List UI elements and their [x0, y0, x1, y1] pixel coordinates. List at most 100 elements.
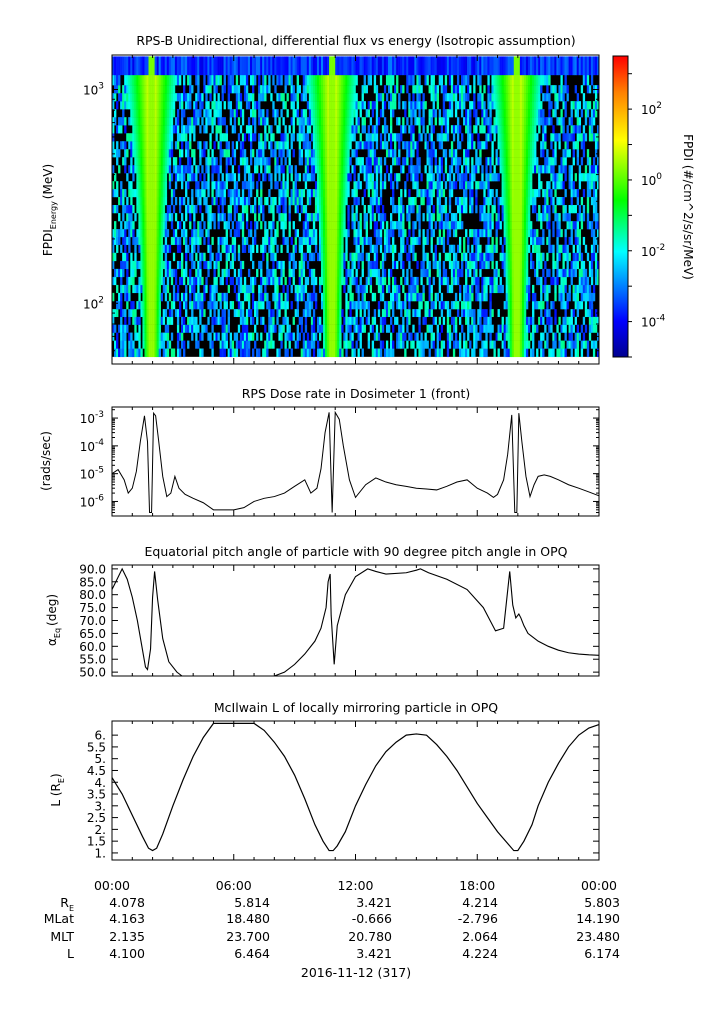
spectrogram-cell [329, 117, 332, 126]
spectrogram-cell [438, 268, 442, 278]
spectrogram-cell [505, 173, 508, 182]
spectrogram-cell [503, 85, 506, 94]
spectrogram-cell [219, 74, 222, 86]
spectrogram-cell [280, 196, 283, 206]
spectrogram-cell [442, 268, 446, 278]
spectrogram-cell [341, 93, 344, 102]
spectrogram-cell [428, 165, 431, 174]
spectrogram-cell [327, 221, 330, 230]
spectrogram-cell [513, 165, 517, 174]
spectrogram-cell [363, 165, 366, 174]
spectrogram-cell [367, 260, 370, 270]
spectrogram-cell [475, 252, 478, 262]
spectrogram-cell [221, 213, 224, 222]
spectrogram-cell [268, 268, 271, 278]
spectrogram-cell [513, 309, 517, 318]
spectrogram-cell [158, 284, 161, 294]
spectrogram-cell [513, 229, 517, 238]
spectrogram-cell [152, 133, 155, 142]
spectrogram-cell [495, 93, 498, 102]
spectrogram-cell [327, 252, 330, 262]
spectrogram-cell [519, 173, 523, 182]
spectrogram-cell [420, 276, 423, 286]
spectrogram-cell [491, 74, 494, 86]
spectrogram-cell [176, 316, 180, 325]
spectrogram-cell [501, 74, 504, 86]
spectrogram-cell [497, 133, 500, 142]
spectrogram-cell [154, 157, 157, 166]
spectrogram-cell [247, 56, 251, 76]
spectrogram-cell [195, 109, 198, 118]
spectrogram-cell [213, 85, 216, 94]
spectrogram-cell [243, 74, 247, 86]
spectrogram-cell [511, 101, 515, 110]
spectrogram-cell [298, 268, 302, 278]
spectrogram-cell [205, 56, 208, 76]
spectrogram-cell [134, 284, 137, 294]
spectrogram-cell [377, 56, 381, 76]
spectrogram-cell [331, 332, 334, 341]
spectrogram-cell [308, 229, 312, 238]
spectrogram-cell [377, 284, 381, 294]
spectrogram-cell [213, 117, 216, 126]
spectrogram-cell [416, 292, 419, 302]
spectrogram-cell [219, 101, 222, 110]
spectrogram-cell [183, 85, 186, 94]
spectrogram-cell [483, 101, 486, 110]
spectrogram-cell [170, 348, 174, 358]
spectrogram-cell [347, 340, 350, 349]
spectrogram-cell [205, 324, 208, 333]
spectrogram-cell [241, 181, 245, 190]
spectrogram-cell [294, 93, 297, 102]
spectrogram-cell [489, 309, 492, 318]
spectrogram-cell [213, 109, 216, 118]
spectrogram-cell [225, 125, 228, 134]
spectrogram-cell [521, 157, 525, 166]
spectrogram-cell [221, 324, 224, 333]
spectrogram-cell [432, 74, 435, 86]
spectrogram-cell [454, 260, 458, 270]
spectrogram-cell [396, 221, 399, 230]
spectrogram-cell [469, 205, 472, 214]
spectrogram-cell [264, 348, 267, 358]
spectrogram-cell [335, 165, 338, 174]
spectrogram-cell [392, 324, 395, 333]
spectrogram-cell [290, 101, 293, 110]
spectrogram-cell [176, 292, 180, 302]
spectrogram-cell [375, 205, 379, 214]
spectrogram-cell [341, 196, 344, 206]
spectrogram-cell [475, 324, 478, 333]
spectrogram-cell [178, 244, 182, 253]
spectrogram-cell [183, 93, 186, 102]
spectrogram-cell [217, 221, 220, 230]
spectrogram-cell [371, 109, 375, 118]
spectrogram-cell [122, 284, 125, 294]
spectrogram-cell [463, 236, 466, 245]
spectrogram-cell [454, 196, 458, 206]
spectrogram-cell [162, 74, 166, 86]
spectrogram-cell [325, 284, 328, 294]
spectrogram-cell [511, 149, 515, 158]
spectrogram-cell [292, 189, 295, 198]
spectrogram-cell [501, 196, 504, 206]
spectrogram-cell [418, 56, 421, 76]
spectrogram-cell [233, 309, 237, 318]
spectrogram-cell [519, 196, 523, 206]
spectrogram-cell [485, 340, 488, 349]
spectrogram-cell [312, 56, 316, 76]
spectrogram-cell [304, 157, 308, 166]
spectrogram-cell [118, 149, 121, 158]
spectrogram-cell [197, 189, 200, 198]
spectrogram-cell [444, 252, 448, 262]
spectrogram-cell [211, 56, 214, 76]
spectrogram-cell [327, 229, 330, 238]
spectrogram-cell [454, 181, 458, 190]
spectrogram-cell [308, 93, 312, 102]
spectrogram-cell [209, 244, 212, 253]
spectrogram-cell [256, 189, 259, 198]
spectrogram-cell [335, 340, 338, 349]
spectrogram-cell [132, 101, 135, 110]
spectrogram-cell [467, 117, 470, 126]
spectrogram-cell [197, 244, 200, 253]
spectrogram-cell [426, 74, 429, 86]
